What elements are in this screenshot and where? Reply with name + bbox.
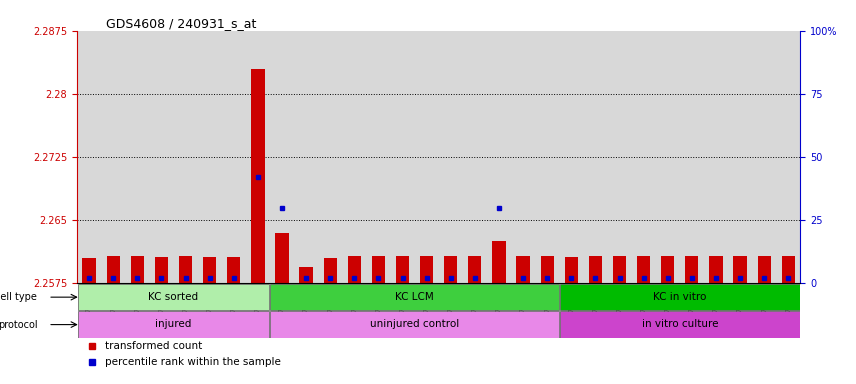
- Bar: [535, 31, 559, 283]
- Bar: [414, 31, 438, 283]
- Text: cell type: cell type: [0, 292, 38, 302]
- Bar: [656, 31, 680, 283]
- Bar: [390, 31, 414, 283]
- Bar: [565, 257, 578, 283]
- Bar: [227, 257, 241, 283]
- Bar: [222, 31, 246, 283]
- Bar: [270, 311, 559, 338]
- Bar: [776, 31, 800, 283]
- Text: transformed count: transformed count: [104, 341, 202, 351]
- Text: uninjured control: uninjured control: [370, 319, 459, 329]
- Bar: [468, 257, 481, 283]
- Bar: [324, 258, 336, 283]
- Text: injured: injured: [155, 319, 192, 329]
- Bar: [125, 31, 149, 283]
- Bar: [78, 311, 270, 338]
- Bar: [560, 284, 800, 310]
- Bar: [366, 31, 390, 283]
- Bar: [661, 257, 675, 283]
- Bar: [734, 257, 746, 283]
- Bar: [131, 257, 144, 283]
- Bar: [752, 31, 776, 283]
- Bar: [77, 31, 101, 283]
- Bar: [613, 257, 626, 283]
- Bar: [342, 31, 366, 283]
- Bar: [487, 31, 511, 283]
- Bar: [444, 257, 457, 283]
- Bar: [541, 257, 554, 283]
- Bar: [203, 257, 217, 283]
- Bar: [150, 31, 174, 283]
- Bar: [637, 257, 651, 283]
- Bar: [492, 241, 506, 283]
- Bar: [82, 258, 96, 283]
- Bar: [300, 266, 312, 283]
- Bar: [396, 257, 409, 283]
- Bar: [270, 284, 559, 310]
- Bar: [559, 31, 584, 283]
- Bar: [179, 257, 192, 283]
- Bar: [348, 257, 361, 283]
- Bar: [608, 31, 632, 283]
- Bar: [589, 257, 602, 283]
- Text: GDS4608 / 240931_s_at: GDS4608 / 240931_s_at: [106, 17, 256, 30]
- Bar: [252, 69, 265, 283]
- Bar: [728, 31, 752, 283]
- Bar: [101, 31, 125, 283]
- Bar: [511, 31, 535, 283]
- Text: protocol: protocol: [0, 319, 38, 329]
- Bar: [276, 233, 288, 283]
- Text: KC sorted: KC sorted: [148, 291, 199, 301]
- Text: KC LCM: KC LCM: [395, 291, 434, 301]
- Bar: [584, 31, 608, 283]
- Bar: [318, 31, 342, 283]
- Bar: [680, 31, 704, 283]
- Bar: [632, 31, 656, 283]
- Bar: [155, 257, 168, 283]
- Bar: [758, 257, 770, 283]
- Bar: [198, 31, 222, 283]
- Bar: [78, 284, 270, 310]
- Bar: [463, 31, 487, 283]
- Bar: [686, 257, 698, 283]
- Bar: [246, 31, 270, 283]
- Text: KC in vitro: KC in vitro: [653, 291, 706, 301]
- Text: in vitro culture: in vitro culture: [641, 319, 718, 329]
- Bar: [704, 31, 728, 283]
- Bar: [438, 31, 463, 283]
- Bar: [516, 257, 530, 283]
- Bar: [107, 257, 120, 283]
- Bar: [294, 31, 318, 283]
- Bar: [372, 257, 385, 283]
- Text: percentile rank within the sample: percentile rank within the sample: [104, 357, 281, 367]
- Bar: [782, 257, 795, 283]
- Bar: [560, 311, 800, 338]
- Bar: [270, 31, 294, 283]
- Bar: [420, 257, 433, 283]
- Bar: [174, 31, 198, 283]
- Bar: [710, 257, 722, 283]
